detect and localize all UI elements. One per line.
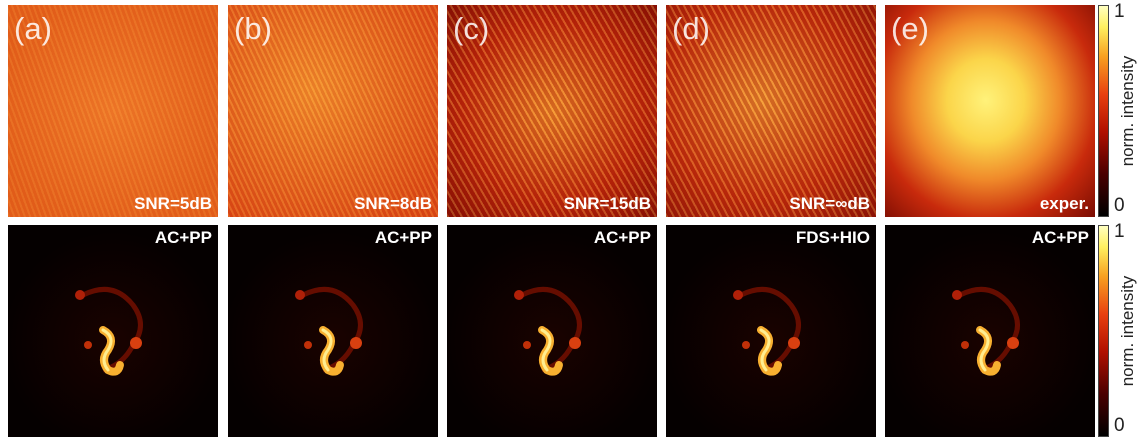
reconstruction-panel: AC+PP — [885, 225, 1095, 437]
colorbar-max: 1 — [1114, 221, 1125, 242]
colorbar — [1098, 5, 1109, 217]
panel-note: SNR=∞dB — [789, 194, 870, 213]
reconstruction-panel: FDS+HIO — [666, 225, 876, 437]
reconstruction-panel: AC+PP — [8, 225, 218, 437]
panel-note: FDS+HIO — [795, 228, 870, 247]
panel-note: AC+PP — [154, 228, 212, 247]
panel-note: SNR=15dB — [563, 194, 651, 213]
reconstruction — [75, 286, 143, 376]
panel-note: AC+PP — [1031, 228, 1089, 247]
simulated-pattern: (b) SNR=8dB — [228, 5, 438, 217]
colorbar-min: 0 — [1114, 195, 1125, 216]
panel-note: SNR=8dB — [354, 194, 432, 213]
simulated-pattern: (c) SNR=15dB — [447, 5, 657, 217]
colorbar-label: norm. intensity — [1118, 55, 1137, 167]
reconstruction — [733, 286, 801, 376]
colorbar-max: 1 — [1114, 1, 1125, 22]
simulated-pattern: (a) SNR=5dB — [8, 5, 218, 217]
reconstruction — [952, 286, 1020, 376]
reconstruction-panel: AC+PP — [447, 225, 657, 437]
panel-label: (c) — [453, 11, 490, 46]
panel-label: (e) — [891, 11, 929, 46]
colorbar-label: norm. intensity — [1118, 275, 1137, 387]
panel-note: exper. — [1039, 194, 1089, 213]
panel-label: (d) — [672, 11, 710, 46]
reconstruction — [295, 286, 363, 376]
panel-label: (a) — [14, 11, 52, 46]
simulated-pattern: (e) exper. — [885, 5, 1095, 217]
colorbar-min: 0 — [1114, 415, 1125, 436]
panel-label: (b) — [234, 11, 272, 46]
reconstruction — [514, 286, 582, 376]
panel-note: SNR=5dB — [134, 194, 212, 213]
reconstruction-panel: AC+PP — [228, 225, 438, 437]
panel-note: AC+PP — [374, 228, 432, 247]
simulated-pattern: (d) SNR=∞dB — [666, 5, 876, 217]
colorbar — [1098, 225, 1109, 437]
panel-note: AC+PP — [593, 228, 651, 247]
